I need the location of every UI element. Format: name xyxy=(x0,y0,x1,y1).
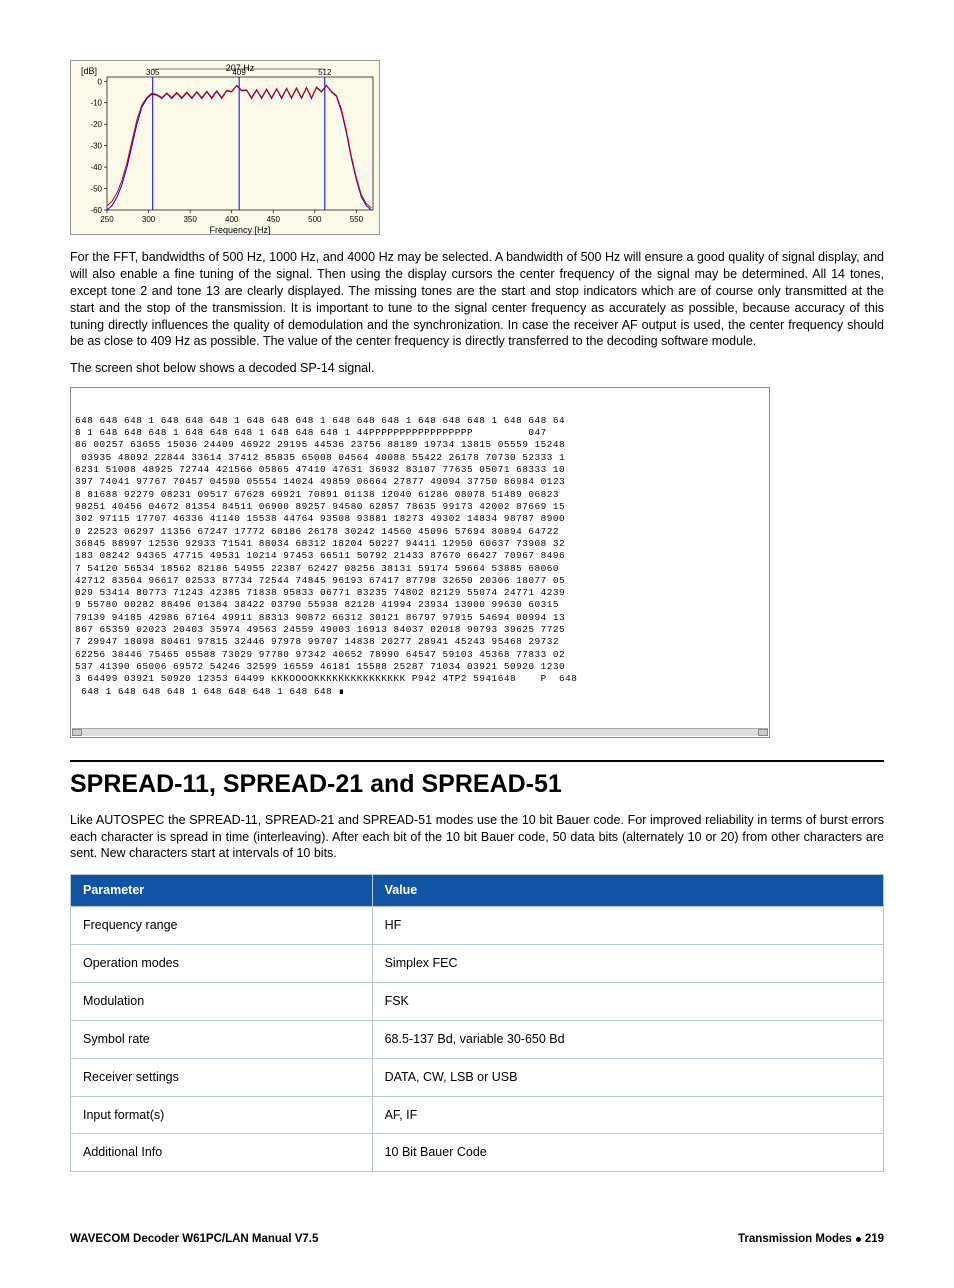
spectrum-chart: 0 -10 -20 -30 -40 -50 -60250 300 350 400 450 500 550… xyxy=(70,60,380,235)
svg-text:409: 409 xyxy=(232,68,246,77)
svg-text:-50: -50 xyxy=(90,185,102,194)
svg-text:-40: -40 xyxy=(90,163,102,172)
table-row: ModulationFSK xyxy=(71,982,884,1020)
paragraph-fft: For the FFT, bandwidths of 500 Hz, 1000 … xyxy=(70,249,884,350)
table-row: Receiver settingsDATA, CW, LSB or USB xyxy=(71,1058,884,1096)
svg-text:305: 305 xyxy=(146,68,160,77)
table-row: Input format(s)AF, IF xyxy=(71,1096,884,1134)
svg-text:350: 350 xyxy=(183,215,197,224)
decoded-output-box: 648 648 648 1 648 648 648 1 648 648 648 … xyxy=(70,387,770,738)
paragraph-screenshot-intro: The screen shot below shows a decoded SP… xyxy=(70,360,884,377)
table-header-value: Value xyxy=(372,875,883,907)
scrollbar[interactable] xyxy=(72,728,768,736)
svg-text:0: 0 xyxy=(98,77,103,86)
spectrum-svg: 0 -10 -20 -30 -40 -50 -60250 300 350 400 450 500 550… xyxy=(71,61,381,236)
table-row: Operation modesSimplex FEC xyxy=(71,945,884,983)
svg-text:400: 400 xyxy=(225,215,239,224)
table-cell: Simplex FEC xyxy=(372,945,883,983)
table-cell: DATA, CW, LSB or USB xyxy=(372,1058,883,1096)
table-cell: Modulation xyxy=(71,982,373,1020)
table-cell: Operation modes xyxy=(71,945,373,983)
svg-text:300: 300 xyxy=(142,215,156,224)
svg-text:-30: -30 xyxy=(90,142,102,151)
parameters-table: Parameter Value Frequency rangeHFOperati… xyxy=(70,874,884,1172)
table-row: Additional Info10 Bit Bauer Code xyxy=(71,1134,884,1172)
table-cell: Symbol rate xyxy=(71,1020,373,1058)
table-cell: Frequency range xyxy=(71,907,373,945)
svg-text:512: 512 xyxy=(318,68,332,77)
svg-text:450: 450 xyxy=(267,215,281,224)
scroll-left-icon[interactable] xyxy=(72,729,82,736)
table-row: Symbol rate68.5-137 Bd, variable 30-650 … xyxy=(71,1020,884,1058)
table-row: Frequency rangeHF xyxy=(71,907,884,945)
table-cell: AF, IF xyxy=(372,1096,883,1134)
section-divider xyxy=(70,760,884,762)
table-cell: 10 Bit Bauer Code xyxy=(372,1134,883,1172)
svg-text:550: 550 xyxy=(350,215,364,224)
table-cell: Input format(s) xyxy=(71,1096,373,1134)
svg-text:250: 250 xyxy=(100,215,114,224)
table-cell: Additional Info xyxy=(71,1134,373,1172)
section-heading: SPREAD-11, SPREAD-21 and SPREAD-51 xyxy=(70,768,884,802)
table-cell: 68.5-137 Bd, variable 30-650 Bd xyxy=(372,1020,883,1058)
svg-text:[dB]: [dB] xyxy=(81,66,97,76)
svg-text:Frequency [Hz]: Frequency [Hz] xyxy=(209,225,270,235)
table-cell: HF xyxy=(372,907,883,945)
svg-text:-10: -10 xyxy=(90,99,102,108)
table-header-parameter: Parameter xyxy=(71,875,373,907)
svg-text:-20: -20 xyxy=(90,120,102,129)
scroll-right-icon[interactable] xyxy=(758,729,768,736)
svg-text:500: 500 xyxy=(308,215,322,224)
table-cell: Receiver settings xyxy=(71,1058,373,1096)
paragraph-spread-intro: Like AUTOSPEC the SPREAD-11, SPREAD-21 a… xyxy=(70,812,884,863)
table-cell: FSK xyxy=(372,982,883,1020)
svg-text:-60: -60 xyxy=(90,206,102,215)
